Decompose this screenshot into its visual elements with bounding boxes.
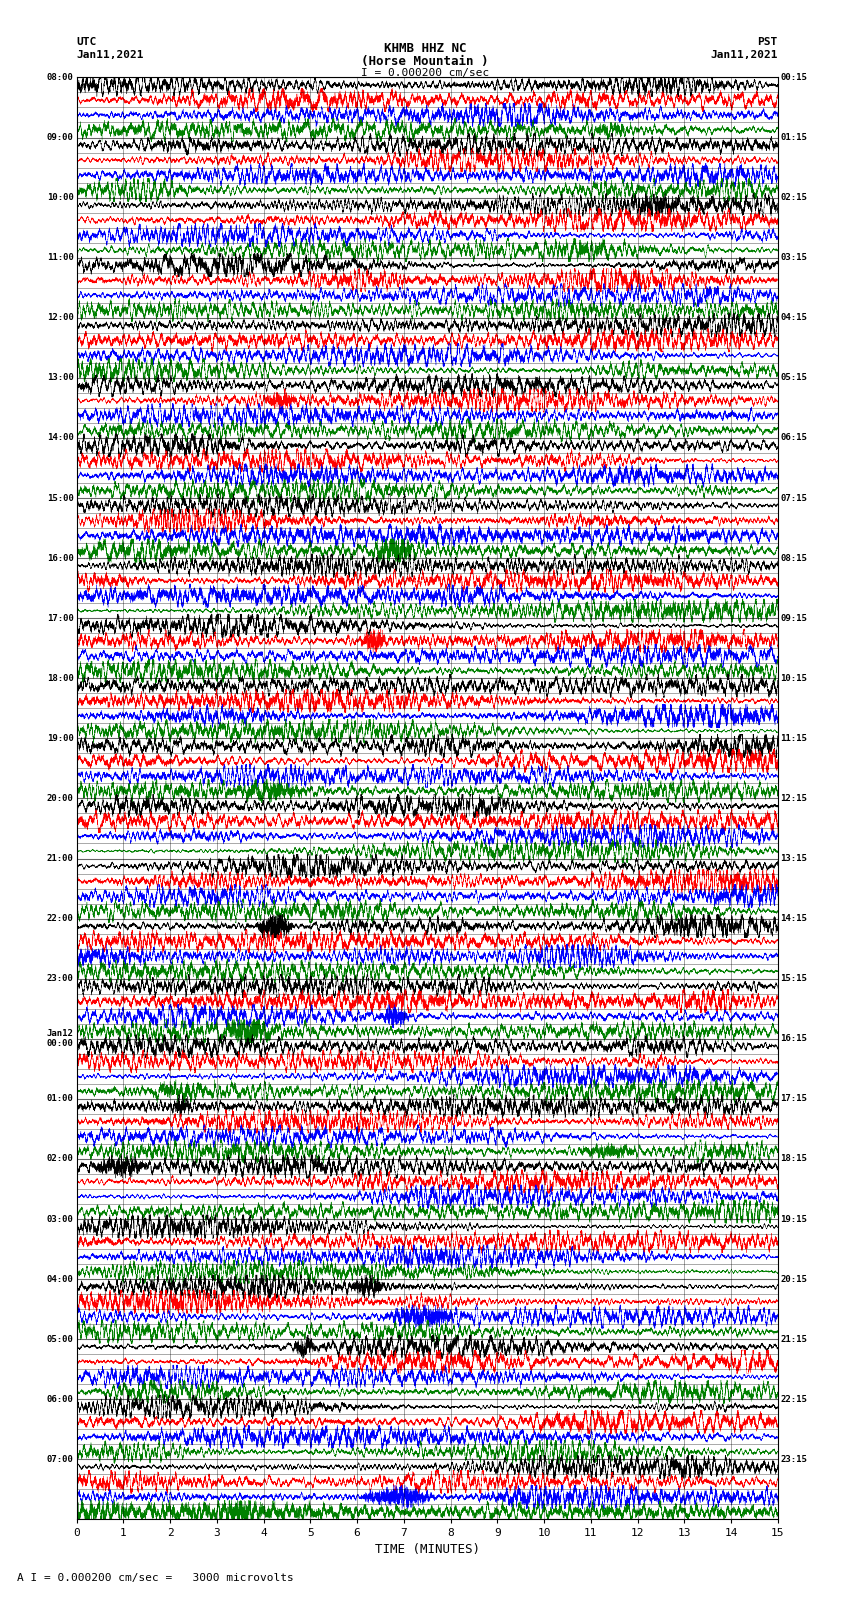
Text: A I = 0.000200 cm/sec =   3000 microvolts: A I = 0.000200 cm/sec = 3000 microvolts: [17, 1573, 294, 1582]
Text: 19:15: 19:15: [780, 1215, 808, 1224]
Text: 13:15: 13:15: [780, 853, 808, 863]
Text: 00:15: 00:15: [780, 73, 808, 82]
Text: 05:15: 05:15: [780, 373, 808, 382]
Text: 06:15: 06:15: [780, 434, 808, 442]
Text: 17:15: 17:15: [780, 1094, 808, 1103]
Text: 09:00: 09:00: [47, 132, 74, 142]
Text: 07:00: 07:00: [47, 1455, 74, 1465]
Text: 10:00: 10:00: [47, 194, 74, 202]
Text: 21:00: 21:00: [47, 853, 74, 863]
Text: 19:00: 19:00: [47, 734, 74, 744]
Text: 08:00: 08:00: [47, 73, 74, 82]
Text: 06:00: 06:00: [47, 1395, 74, 1403]
Text: 03:00: 03:00: [47, 1215, 74, 1224]
Text: 15:00: 15:00: [47, 494, 74, 503]
Text: Jan12
00:00: Jan12 00:00: [47, 1029, 74, 1048]
Text: 23:15: 23:15: [780, 1455, 808, 1465]
Text: 23:00: 23:00: [47, 974, 74, 984]
Text: 17:00: 17:00: [47, 613, 74, 623]
Text: Jan11,2021: Jan11,2021: [76, 50, 144, 60]
Text: 16:15: 16:15: [780, 1034, 808, 1044]
Text: 16:00: 16:00: [47, 553, 74, 563]
Text: 01:00: 01:00: [47, 1094, 74, 1103]
Text: (Horse Mountain ): (Horse Mountain ): [361, 55, 489, 68]
Text: 13:00: 13:00: [47, 373, 74, 382]
Text: 01:15: 01:15: [780, 132, 808, 142]
Text: 14:00: 14:00: [47, 434, 74, 442]
Text: 07:15: 07:15: [780, 494, 808, 503]
Text: UTC: UTC: [76, 37, 97, 47]
Text: 11:15: 11:15: [780, 734, 808, 744]
Text: 15:15: 15:15: [780, 974, 808, 984]
Text: 18:00: 18:00: [47, 674, 74, 682]
Text: 22:00: 22:00: [47, 915, 74, 923]
Text: 02:00: 02:00: [47, 1155, 74, 1163]
Text: 20:00: 20:00: [47, 794, 74, 803]
Text: 05:00: 05:00: [47, 1334, 74, 1344]
Text: 22:15: 22:15: [780, 1395, 808, 1403]
Text: 12:15: 12:15: [780, 794, 808, 803]
Text: 03:15: 03:15: [780, 253, 808, 263]
Text: 18:15: 18:15: [780, 1155, 808, 1163]
Text: PST: PST: [757, 37, 778, 47]
Text: 11:00: 11:00: [47, 253, 74, 263]
Text: 08:15: 08:15: [780, 553, 808, 563]
Text: 02:15: 02:15: [780, 194, 808, 202]
Text: I = 0.000200 cm/sec: I = 0.000200 cm/sec: [361, 68, 489, 77]
Text: 21:15: 21:15: [780, 1334, 808, 1344]
Text: 20:15: 20:15: [780, 1274, 808, 1284]
Text: 09:15: 09:15: [780, 613, 808, 623]
Text: 04:00: 04:00: [47, 1274, 74, 1284]
Text: 04:15: 04:15: [780, 313, 808, 323]
X-axis label: TIME (MINUTES): TIME (MINUTES): [375, 1542, 479, 1555]
Text: 10:15: 10:15: [780, 674, 808, 682]
Text: Jan11,2021: Jan11,2021: [711, 50, 778, 60]
Text: KHMB HHZ NC: KHMB HHZ NC: [383, 42, 467, 55]
Text: 12:00: 12:00: [47, 313, 74, 323]
Text: 14:15: 14:15: [780, 915, 808, 923]
